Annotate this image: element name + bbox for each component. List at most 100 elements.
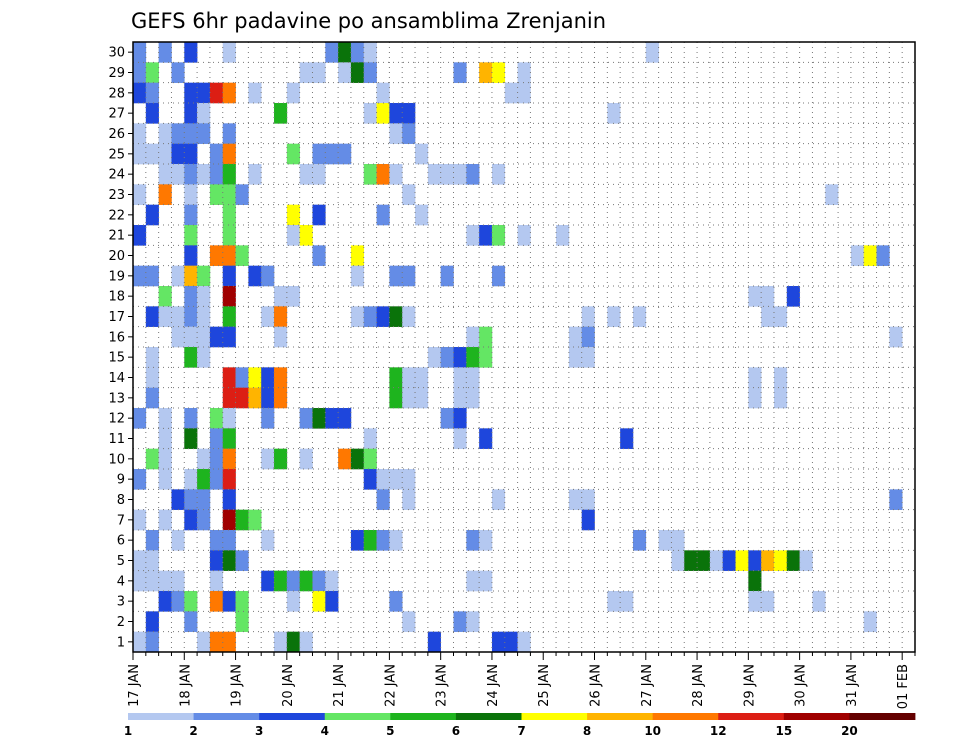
heatmap-cell-m11-t38 xyxy=(620,428,634,449)
heatmap-cell-m13-t7 xyxy=(222,387,236,409)
heatmap-cell-m1-t28 xyxy=(491,631,506,653)
heatmap-cell-m24-t7 xyxy=(222,164,236,185)
heatmap-cell-m1-t29 xyxy=(504,631,518,653)
heatmap-cell-m19-t4 xyxy=(184,265,198,287)
legend-swatch xyxy=(259,713,326,720)
heatmap-cell-m18-t48 xyxy=(748,286,762,307)
heatmap-cell-m17-t35 xyxy=(581,306,595,327)
heatmap-cell-m27-t11 xyxy=(274,103,288,124)
heatmap-cell-m11-t4 xyxy=(184,428,198,449)
heatmap-cell-m8-t35 xyxy=(581,489,595,510)
heatmap-cell-m28-t7 xyxy=(222,82,236,104)
heatmap-cell-m8-t5 xyxy=(197,489,211,510)
y-tick-label: 20 xyxy=(108,249,125,264)
heatmap-cell-m24-t25 xyxy=(453,164,467,185)
y-tick-label: 18 xyxy=(108,290,125,305)
heatmap-cell-m28-t9 xyxy=(248,82,262,104)
heatmap-cell-m30-t16 xyxy=(338,42,352,63)
heatmap-cell-m13-t26 xyxy=(466,387,480,409)
heatmap-cell-m2-t4 xyxy=(184,611,198,632)
heatmap-cell-m18-t12 xyxy=(286,286,300,307)
heatmap-cell-m9-t4 xyxy=(184,469,198,490)
x-tick-label: 26 JAN xyxy=(589,664,604,707)
heatmap-cell-m21-t27 xyxy=(479,225,493,246)
heatmap-cell-m5-t6 xyxy=(209,550,224,571)
heatmap-cell-m3-t12 xyxy=(286,591,300,612)
heatmap-cell-m14-t50 xyxy=(773,367,788,388)
legend-swatch xyxy=(324,713,391,720)
plot-frame xyxy=(132,41,916,653)
heatmap-cell-m12-t15 xyxy=(325,408,339,429)
y-tick-label: 17 xyxy=(108,310,125,325)
heatmap-cell-m24-t19 xyxy=(376,164,390,185)
heatmap-cell-m23-t54 xyxy=(825,184,839,205)
x-tick-label: 18 JAN xyxy=(178,664,193,707)
x-tick-label: 25 JAN xyxy=(537,664,552,707)
legend-label: 12 xyxy=(710,724,727,738)
heatmap-cell-m5-t42 xyxy=(671,550,685,571)
heatmap-cell-m15-t27 xyxy=(479,347,493,368)
heatmap-cell-m3-t7 xyxy=(222,591,236,612)
heatmap-cell-m12-t6 xyxy=(209,408,224,429)
heatmap-cell-m5-t8 xyxy=(235,550,249,571)
y-tick-label: 24 xyxy=(108,168,125,183)
heatmap-cell-m2-t21 xyxy=(402,611,416,632)
heatmap-cell-m4-t6 xyxy=(209,570,224,592)
heatmap-cell-m25-t3 xyxy=(171,143,185,165)
heatmap-cell-m5-t51 xyxy=(786,550,800,571)
heatmap-cell-m13-t8 xyxy=(235,387,249,409)
heatmap-cell-m7-t0 xyxy=(133,509,147,531)
heatmap-cell-m24-t5 xyxy=(197,164,211,185)
heatmap-cell-m17-t49 xyxy=(761,306,775,327)
heatmap-cell-m2-t57 xyxy=(863,611,877,632)
heatmap-cell-m4-t27 xyxy=(479,570,493,592)
heatmap-cell-m26-t2 xyxy=(158,123,172,144)
heatmap-cell-m14-t21 xyxy=(402,367,416,388)
heatmap-cell-m19-t20 xyxy=(389,265,403,287)
heatmap-cell-m4-t26 xyxy=(466,570,480,592)
heatmap-cell-m10-t7 xyxy=(222,448,236,470)
heatmap-cell-m16-t4 xyxy=(184,326,198,348)
y-tick-label: 23 xyxy=(108,188,125,203)
heatmap-cell-m29-t1 xyxy=(145,62,159,83)
heatmap-cell-m30-t2 xyxy=(158,42,172,63)
heatmap-cell-m28-t5 xyxy=(197,82,211,104)
legend-label: 10 xyxy=(644,724,661,738)
legend-swatch xyxy=(849,713,916,720)
legend-swatch xyxy=(783,713,850,720)
heatmap-cell-m16-t5 xyxy=(197,326,211,348)
y-tick-label: 10 xyxy=(108,452,125,467)
heatmap-cell-m11-t7 xyxy=(222,428,236,449)
x-tick-label: 31 JAN xyxy=(845,664,860,707)
heatmap-cell-m23-t0 xyxy=(133,184,147,205)
heatmap-cell-m14-t48 xyxy=(748,367,762,388)
heatmap-cell-m8-t21 xyxy=(402,489,416,510)
x-tick-label: 30 JAN xyxy=(794,664,809,707)
heatmap-cell-m12-t4 xyxy=(184,408,198,429)
heatmap-cell-m17-t3 xyxy=(171,306,185,327)
heatmap-cell-m4-t48 xyxy=(748,570,762,592)
heatmap-cell-m9-t21 xyxy=(402,469,416,490)
heatmap-cell-m20-t4 xyxy=(184,245,198,266)
y-tick-label: 5 xyxy=(117,554,125,569)
heatmap-cell-m25-t6 xyxy=(209,143,224,165)
heatmap-cell-m16-t11 xyxy=(274,326,288,348)
heatmap-cell-m3-t37 xyxy=(607,591,621,612)
heatmap-cell-m4-t12 xyxy=(286,570,300,592)
heatmap-cell-m19-t3 xyxy=(171,265,185,287)
heatmap-cell-m17-t39 xyxy=(632,306,647,327)
heatmap-cell-m18-t2 xyxy=(158,286,172,307)
y-tick-label: 29 xyxy=(108,66,125,81)
heatmap-cell-m3-t53 xyxy=(812,591,826,612)
heatmap-cell-m4-t1 xyxy=(145,570,159,592)
heatmap-cell-m10-t10 xyxy=(261,448,275,470)
heatmap-cell-m23-t6 xyxy=(209,184,224,205)
heatmap-cell-m9-t0 xyxy=(133,469,147,490)
heatmap-cell-m26-t7 xyxy=(222,123,236,144)
heatmap-cell-m3-t6 xyxy=(209,591,224,612)
heatmap-cell-m23-t8 xyxy=(235,184,249,205)
heatmap-cell-m14-t7 xyxy=(222,367,236,388)
heatmap-cell-m15-t4 xyxy=(184,347,198,368)
heatmap-cell-m3-t3 xyxy=(171,591,185,612)
heatmap-cell-m29-t25 xyxy=(453,62,467,83)
